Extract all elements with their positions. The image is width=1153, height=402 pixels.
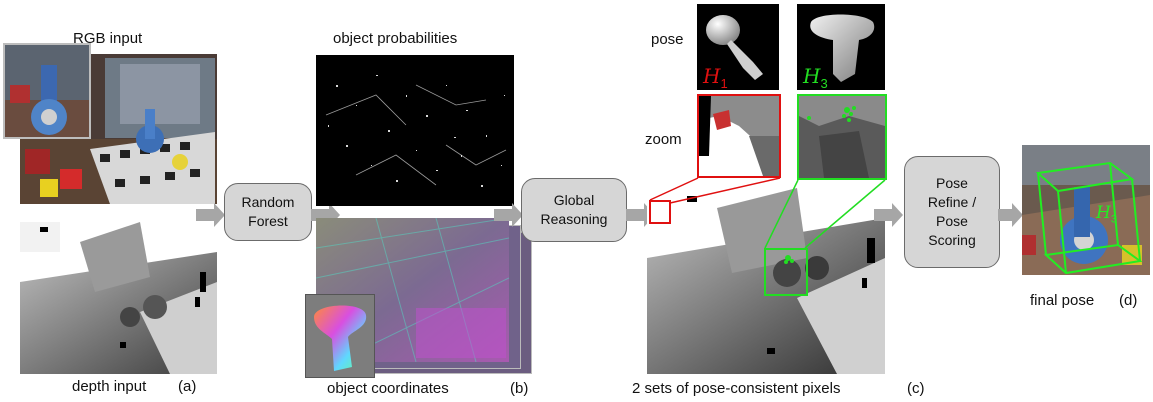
final-pose-caption: final pose	[1030, 292, 1095, 309]
pose-h3-render: H3	[797, 4, 885, 90]
pose-refine-line2: Refine /	[927, 194, 977, 210]
object-coordinates-label: object coordinates	[327, 380, 449, 397]
final-pose-h3-sub: 3	[1110, 213, 1117, 226]
panel-d-tag: (d)	[1119, 292, 1138, 309]
pose-refine-line3: Pose	[936, 213, 968, 229]
pose-refine-line4: Scoring	[928, 232, 976, 248]
zoom-label: zoom	[645, 131, 682, 148]
pose-h1-label-sub: 1	[720, 76, 728, 90]
pose-refine-line1: Pose	[936, 175, 968, 191]
arrow-to-final-pose	[998, 203, 1023, 227]
random-forest-line2: Forest	[248, 213, 288, 229]
object-probabilities-image	[316, 55, 514, 206]
zoom-h3-region	[797, 94, 887, 180]
panel-c-tag: (c)	[907, 380, 925, 397]
pose-consistent-caption: 2 sets of pose-consistent pixels	[632, 380, 841, 397]
final-pose-image: H3	[1022, 145, 1150, 275]
arrow-to-global-reasoning	[494, 203, 523, 227]
zoom-h3-marker	[764, 248, 808, 296]
final-pose-h3-base: H	[1096, 203, 1111, 223]
panel-a-tag: (a)	[178, 378, 197, 395]
global-reasoning-line2: Reasoning	[540, 211, 608, 227]
random-forest-box: Random Forest	[224, 183, 312, 241]
pose-h3-label-sub: 3	[820, 76, 828, 90]
pose-h3-label: H3	[803, 64, 828, 90]
final-pose-h3-label: H3	[1096, 203, 1117, 225]
pose-h3-label-base: H	[803, 64, 821, 88]
pose-h1-label: H1	[703, 64, 728, 90]
zoom-h1-marker	[649, 200, 671, 224]
pose-refine-box: Pose Refine / Pose Scoring	[904, 156, 1000, 268]
random-forest-line1: Random	[241, 194, 295, 210]
arrow-to-pose-refine	[874, 203, 903, 227]
pose-h1-render: H1	[697, 4, 779, 90]
object-probabilities-label: object probabilities	[333, 30, 458, 47]
panel-b-tag: (b)	[510, 380, 529, 397]
rgb-zoom-inset	[3, 43, 91, 139]
depth-input-image	[20, 222, 217, 374]
global-reasoning-box: Global Reasoning	[521, 178, 627, 242]
pose-label: pose	[651, 31, 684, 48]
pose-h1-label-base: H	[703, 64, 721, 88]
depth-input-label: depth input	[72, 378, 147, 395]
rgb-input-label: RGB input	[73, 30, 143, 47]
global-reasoning-line1: Global	[553, 192, 595, 208]
object-model-coordinates-inset	[305, 294, 375, 378]
zoom-connector-lines	[649, 177, 886, 249]
h3-pixel-cluster	[784, 255, 794, 264]
arrow-to-random-forest	[196, 203, 225, 227]
zoom-h1-region	[697, 94, 781, 178]
